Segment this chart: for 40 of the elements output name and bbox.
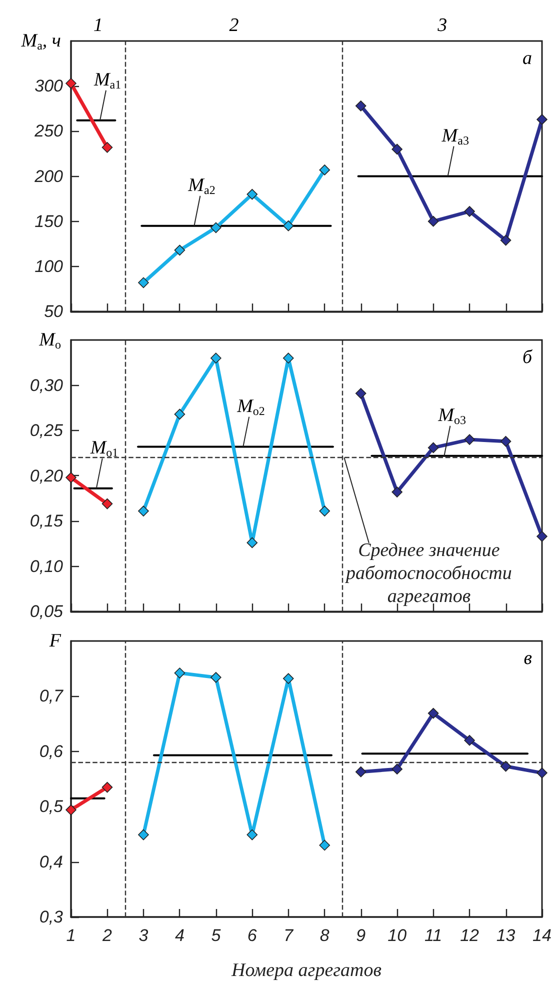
y-tick-label: 0,15 [30,512,64,530]
ref-line-label: Среднее значение работоспособности агрегатов [344,540,512,607]
x-tick-label: 10 [388,926,408,945]
x-tick-label: 12 [460,926,480,945]
x-tick-label: 6 [247,926,258,945]
x-tick-label: 14 [532,926,552,945]
y-tick-label: 0,7 [39,686,64,706]
y-tick-label: 0,3 [39,908,64,926]
annotation: а [522,48,532,69]
x-tick-label: 5 [211,926,222,945]
text: 1 [93,15,103,36]
y-tick-label: 0,30 [30,376,64,395]
y-tick-label: 150 [34,212,64,231]
text: 3 [436,15,448,36]
y-tick-label: 0,10 [30,556,64,576]
y-tick-label: 250 [34,122,64,141]
y-tick-label: 0,25 [30,421,64,440]
y-tick-label: 0,6 [39,742,64,761]
x-axis-title: Номера агрегатов [230,960,382,981]
y-tick-label: 0,05 [30,602,64,621]
x-tick-label: 11 [424,926,442,945]
text: 2 [229,15,240,36]
x-tick-label: 7 [284,926,294,945]
y-tick-label: 0,5 [39,797,64,816]
y-tick-label: 200 [34,166,64,186]
y-tick-label: 0,4 [39,852,63,872]
annotation: б [522,347,534,368]
x-tick-label: 3 [138,926,149,945]
y-axis-title: F [48,630,62,652]
y-tick-label: 0,20 [30,466,64,486]
y-tick-label: 50 [44,302,64,321]
x-tick-label: 13 [496,926,516,945]
x-tick-label: 2 [101,926,112,945]
x-tick-label: 8 [320,926,330,945]
x-tick-label: 1 [66,926,76,945]
x-tick-label: 4 [174,926,184,945]
x-tick-label: 9 [356,926,366,945]
annotation: в [524,648,532,669]
y-tick-label: 300 [34,76,64,96]
y-tick-label: 100 [34,256,64,276]
